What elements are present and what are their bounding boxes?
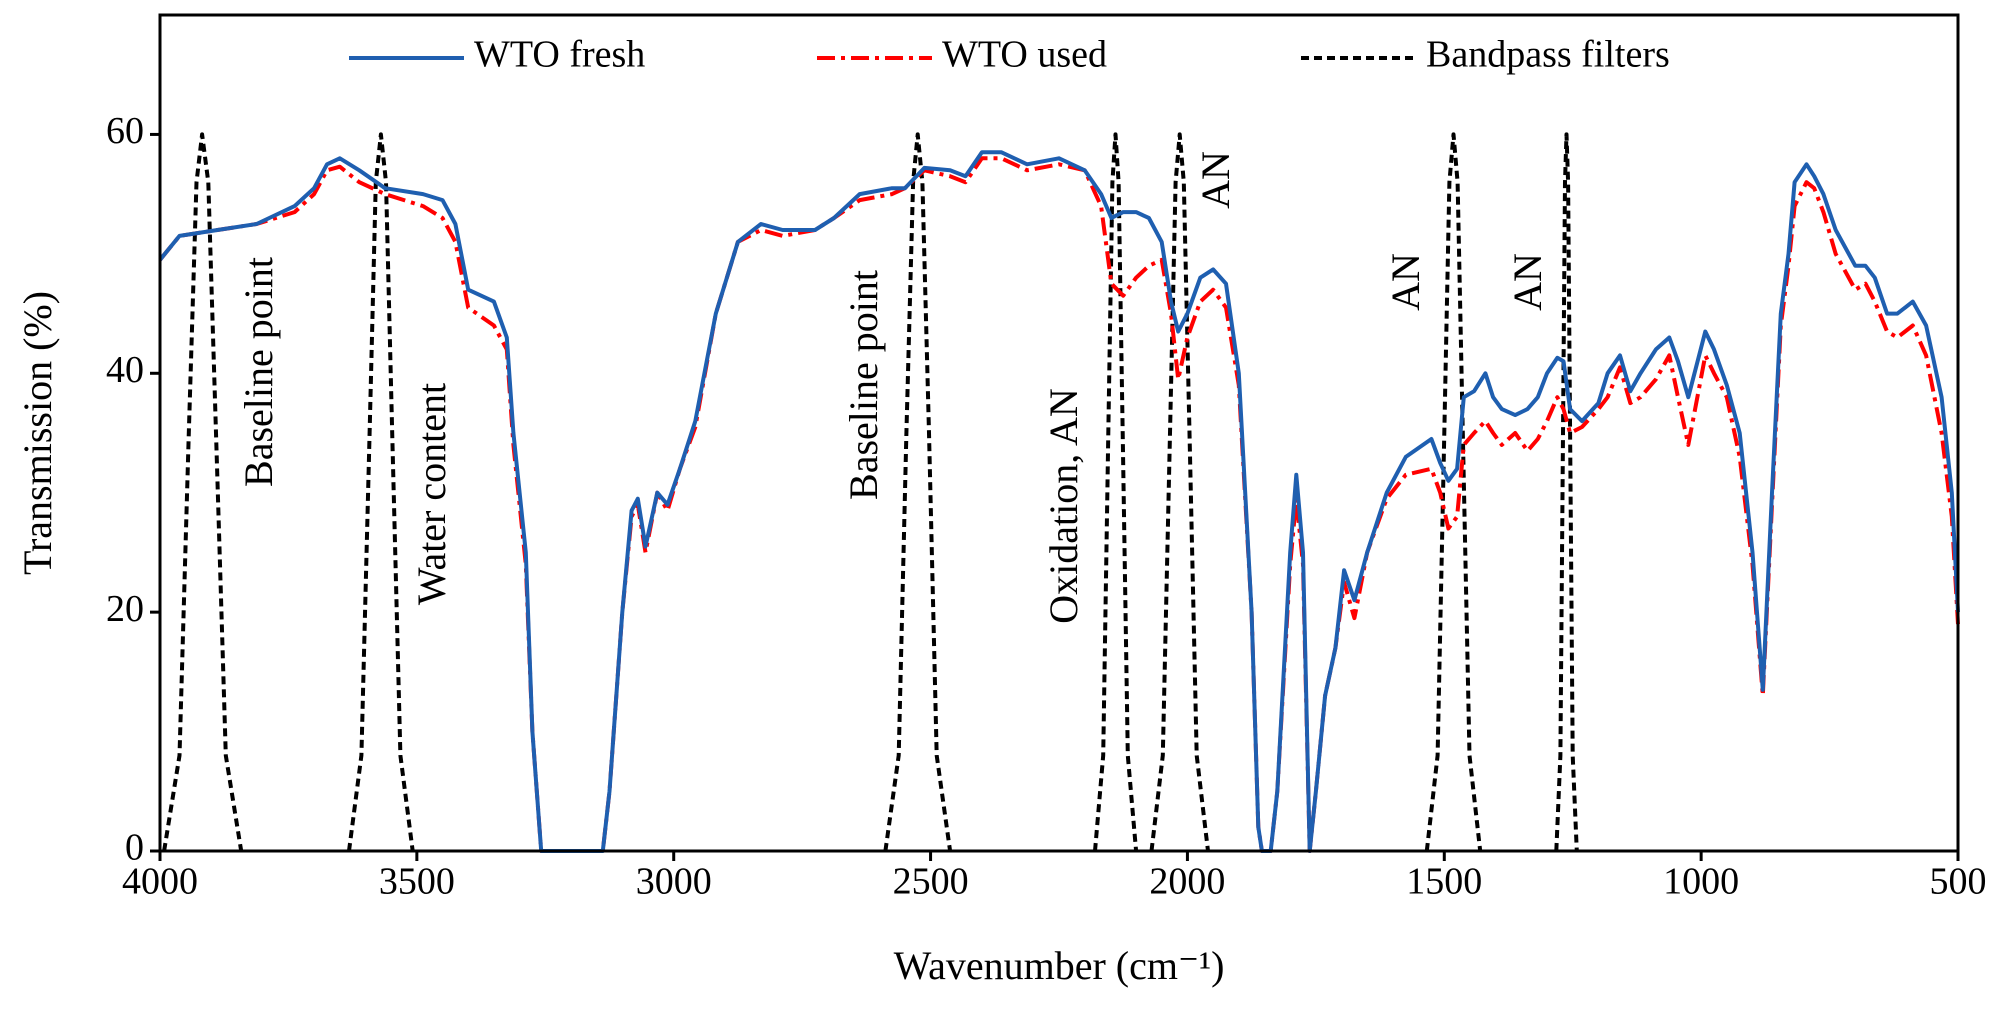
legend-label: Bandpass filters: [1426, 34, 1670, 76]
legend-label: WTO fresh: [474, 34, 645, 76]
annotation: AN: [1505, 253, 1550, 311]
legend-label: WTO used: [942, 34, 1107, 76]
x-axis-title: Wavenumber (cm⁻¹): [894, 943, 1225, 988]
annotation: Oxidation, AN: [1041, 388, 1086, 624]
y-tick-label: 40: [106, 349, 144, 391]
annotation: AN: [1193, 151, 1238, 209]
x-tick-label: 2000: [1149, 861, 1225, 903]
x-tick-label: 1000: [1663, 861, 1739, 903]
annotation: AN: [1383, 253, 1428, 311]
x-tick-label: 3000: [636, 861, 712, 903]
x-tick-label: 2500: [893, 861, 969, 903]
plot-frame: [158, 13, 1960, 853]
annotation: Baseline point: [841, 270, 886, 500]
x-tick-label: 1500: [1406, 861, 1482, 903]
y-axis-title: Transmission (%): [15, 291, 60, 575]
annotation: Water content: [409, 383, 454, 605]
x-tick-label: 500: [1930, 861, 1987, 903]
x-tick-label: 3500: [379, 861, 455, 903]
y-tick-label: 60: [106, 110, 144, 152]
annotation: Baseline point: [236, 257, 281, 487]
y-tick-label: 20: [106, 588, 144, 630]
line-dashed: [162, 132, 1579, 852]
y-tick-label: 0: [125, 827, 144, 869]
x-tick-label: 4000: [122, 861, 198, 903]
